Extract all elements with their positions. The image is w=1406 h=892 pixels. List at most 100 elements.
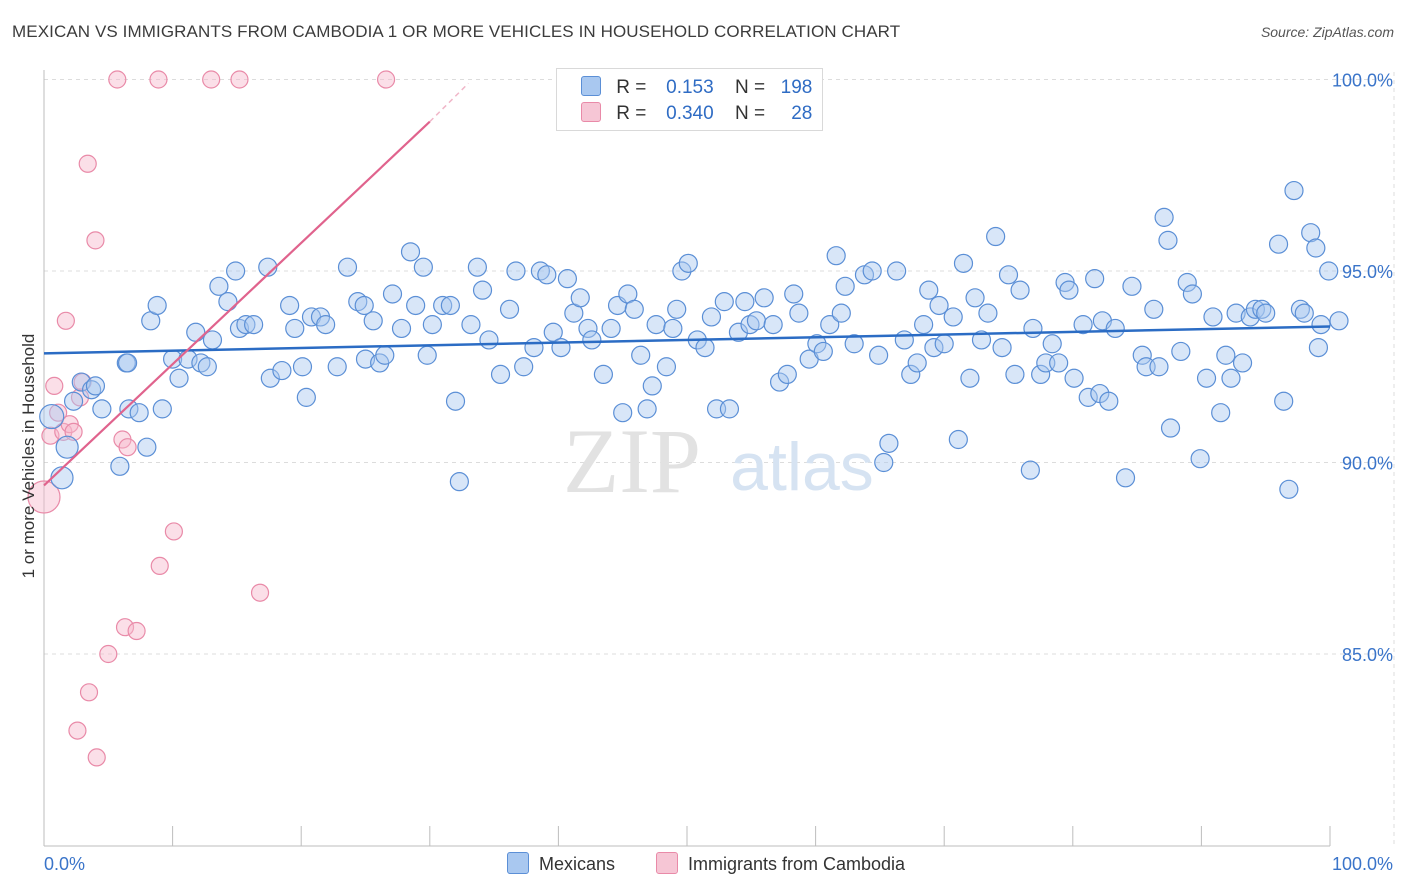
mexican-point — [1256, 303, 1276, 323]
chart-title: MEXICAN VS IMMIGRANTS FROM CAMBODIA 1 OR… — [12, 22, 901, 41]
mexican-point — [137, 437, 157, 457]
mexican-point — [593, 364, 614, 385]
mexican-point — [417, 345, 437, 365]
mexican-point — [1294, 303, 1314, 323]
legend-r-value: 0.153 — [666, 77, 714, 98]
mexican-point — [1099, 391, 1119, 411]
mexican-point — [499, 299, 520, 319]
mexican-point — [1203, 307, 1223, 327]
cambodia-point — [70, 388, 90, 407]
mexican-point — [1171, 341, 1191, 362]
mexican-point — [879, 433, 899, 453]
mexican-point — [894, 330, 914, 350]
mexican-point — [678, 253, 698, 273]
mexican-point — [578, 318, 598, 339]
mexican-point — [934, 334, 954, 354]
cambodia-point — [87, 748, 106, 767]
mexican-point — [1268, 234, 1289, 254]
cambodia-point — [115, 618, 135, 637]
cambodia-point — [78, 154, 97, 173]
mexican-point — [1221, 368, 1241, 388]
mexican-point — [1232, 353, 1253, 373]
mexican-point — [382, 284, 403, 304]
mexican-point — [1078, 387, 1098, 407]
mexican-point — [1196, 368, 1217, 388]
mexican-point — [624, 299, 644, 319]
mexican-point — [292, 357, 313, 377]
mexican-point — [998, 265, 1019, 285]
mexican-point — [1160, 418, 1181, 438]
mexican-point — [117, 353, 138, 373]
mexican-point — [209, 276, 229, 296]
x-tick-label: 100.0% — [1332, 854, 1393, 874]
mexican-point — [1252, 299, 1272, 319]
mexican-point — [472, 280, 493, 300]
mexican-point — [695, 338, 715, 358]
mexican-point — [784, 284, 804, 304]
legend-r-value: 0.340 — [666, 103, 714, 124]
cambodia-point — [376, 70, 396, 89]
mexican-point — [992, 338, 1012, 358]
mexican-point — [197, 357, 217, 377]
legend-n-value: 198 — [780, 77, 813, 98]
mexican-points — [39, 180, 1349, 499]
mexican-point — [1042, 334, 1062, 354]
mexican-point — [1158, 230, 1178, 250]
axes — [43, 70, 1331, 847]
mexican-point — [1284, 180, 1304, 201]
mexican-point — [1149, 357, 1169, 377]
mexican-point — [631, 345, 651, 365]
mexican-point — [714, 292, 734, 312]
mexican-point — [1023, 318, 1043, 339]
mexican-point — [1290, 299, 1311, 319]
cambodia-point — [164, 522, 183, 541]
mexican-point — [582, 330, 602, 350]
mexican-point — [514, 357, 534, 377]
mexican-point — [152, 399, 172, 419]
mexican-point — [479, 330, 499, 350]
mexican-point — [1073, 315, 1093, 335]
mexican-point — [813, 341, 833, 362]
legend-row-cambodia: R = 0.340 N = 28 — [581, 102, 812, 124]
mexican-point — [85, 376, 106, 396]
mexican-point — [129, 403, 149, 423]
mexican-point — [337, 257, 358, 277]
mexican-point — [1132, 345, 1152, 365]
mexican-point — [218, 292, 238, 312]
mexican-point — [637, 399, 657, 419]
legend-n-label: N = — [734, 103, 766, 124]
mexican-point — [39, 403, 65, 430]
mexican-point — [642, 376, 662, 396]
mexican-point — [327, 357, 347, 377]
mexican-point — [490, 364, 511, 385]
cambodia-point — [27, 480, 61, 514]
correlation-legend: R = 0.153 N = 198 R = 0.340 N = 28 — [556, 68, 823, 131]
mexican-point — [746, 311, 767, 331]
mexican-point — [901, 364, 921, 385]
mexican-point — [244, 315, 264, 335]
mexican-point — [769, 372, 790, 392]
watermark: ZIP atlas — [563, 410, 874, 512]
mexican-point — [1311, 315, 1331, 335]
trend-lines — [43, 82, 1331, 487]
mexican-point — [537, 265, 557, 285]
mexican-point — [763, 315, 783, 335]
mexican-point — [445, 391, 466, 411]
mexican-point — [296, 387, 316, 407]
mexican-point — [844, 334, 864, 354]
mexican-point — [971, 330, 992, 350]
cambodia-point — [230, 70, 249, 89]
mexican-point — [701, 307, 722, 327]
legend-r-label: R = — [616, 103, 647, 124]
mexican-point — [919, 280, 939, 300]
cambodia-point — [250, 583, 270, 602]
legend-n-label: N = — [734, 77, 766, 98]
tick-labels: 85.0% 90.0% 95.0% 100.0% 0.0% 100.0% — [44, 71, 1393, 875]
mexican-point — [1064, 368, 1084, 388]
bottom-legend-mexicans: Mexicans — [507, 852, 615, 875]
mexican-point — [907, 353, 927, 373]
mexican-point — [960, 368, 980, 388]
mexican-point — [869, 345, 889, 365]
mexican-point — [92, 399, 112, 419]
mexican-point — [965, 288, 985, 308]
